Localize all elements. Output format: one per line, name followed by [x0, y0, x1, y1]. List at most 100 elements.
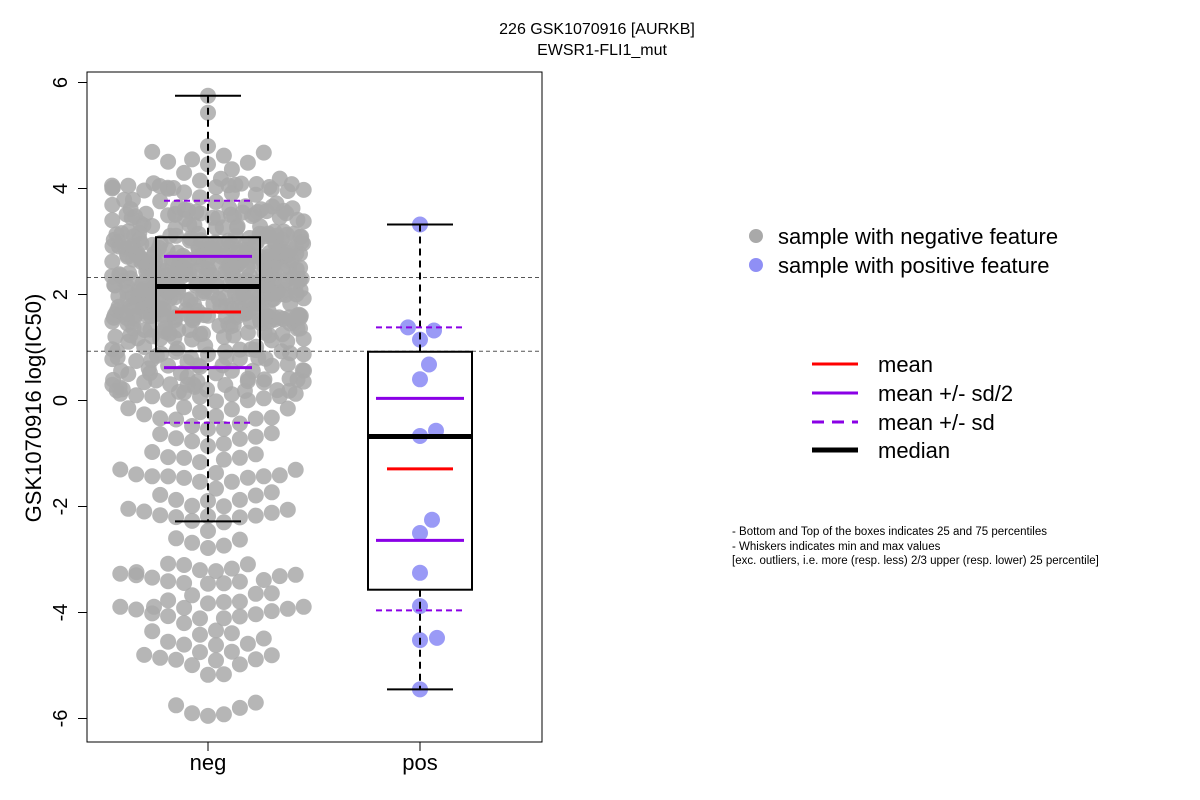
neg-point — [223, 643, 240, 660]
neg-point — [256, 371, 273, 388]
neg-point — [247, 428, 264, 445]
neg-point — [255, 572, 272, 588]
neg-point — [182, 291, 199, 308]
neg-point — [208, 465, 224, 481]
neg-point — [200, 156, 216, 173]
neg-point — [231, 509, 248, 526]
neg-point — [295, 181, 312, 198]
neg-point — [231, 491, 248, 508]
neg-point — [104, 341, 121, 358]
neg-point — [152, 193, 169, 210]
pos-point — [412, 564, 428, 581]
neg-point — [136, 406, 153, 423]
neg-point — [168, 651, 185, 668]
neg-point — [184, 433, 201, 450]
neg-point — [284, 200, 301, 217]
neg-point — [160, 573, 177, 590]
neg-point — [287, 461, 304, 478]
neg-point — [239, 635, 256, 652]
neg-point — [263, 484, 280, 501]
neg-point — [176, 636, 193, 653]
pos-point — [412, 525, 428, 541]
legend-point-marker — [749, 229, 763, 243]
neg-point — [192, 644, 208, 661]
neg-point — [160, 357, 177, 374]
neg-point — [144, 444, 161, 460]
neg-point — [231, 573, 248, 590]
neg-point — [160, 633, 177, 650]
neg-point — [269, 382, 286, 399]
boxes — [87, 94, 542, 691]
neg-point — [168, 697, 185, 714]
neg-point — [239, 154, 256, 171]
neg-point — [271, 568, 288, 585]
neg-point — [248, 338, 265, 355]
neg-point — [200, 666, 216, 683]
neg-point — [281, 370, 298, 387]
neg-point — [263, 585, 280, 602]
neg-point — [247, 507, 264, 524]
y-tick-label: 0 — [50, 395, 72, 406]
neg-point — [128, 466, 145, 483]
neg-point — [128, 601, 145, 618]
neg-point — [168, 530, 185, 547]
neg-point — [295, 346, 312, 363]
neg-point — [152, 410, 169, 427]
neg-point — [231, 449, 248, 466]
neg-point — [295, 598, 312, 615]
neg-point — [176, 399, 193, 416]
neg-point — [279, 600, 296, 617]
pos-point — [421, 356, 437, 373]
neg-point — [212, 170, 229, 187]
neg-point — [281, 382, 298, 399]
neg-point — [192, 454, 208, 471]
neg-point — [223, 560, 240, 577]
y-tick-label: -4 — [50, 604, 72, 622]
neg-point — [208, 652, 224, 669]
note-line-1: - Bottom and Top of the boxes indicates … — [732, 526, 1047, 538]
x-tick-label: neg — [190, 750, 227, 775]
neg-point — [247, 694, 264, 711]
neg-point — [237, 198, 254, 215]
neg-point — [207, 234, 224, 251]
note-line-2: - Whiskers indicates min and max values — [732, 540, 941, 553]
neg-point — [160, 468, 177, 485]
neg-point — [233, 175, 250, 192]
neg-point — [184, 497, 201, 514]
neg-point — [271, 467, 288, 484]
neg-point — [146, 598, 162, 615]
neg-point — [239, 556, 256, 573]
neg-point — [183, 349, 199, 366]
neg-point — [160, 153, 177, 170]
neg-point — [176, 449, 193, 466]
neg-point — [176, 599, 193, 616]
neg-point — [231, 699, 248, 716]
neg-point — [176, 557, 193, 573]
neg-point — [184, 587, 201, 604]
neg-point — [200, 575, 216, 592]
neg-point — [239, 469, 256, 486]
neg-point — [255, 144, 272, 161]
neg-point — [112, 461, 129, 478]
neg-point — [221, 200, 238, 216]
neg-point — [200, 707, 216, 724]
plot-frame — [86, 71, 543, 743]
neg-point — [152, 649, 169, 666]
neg-point — [184, 705, 201, 722]
legend-point-marker — [749, 258, 763, 272]
neg-point — [128, 564, 145, 581]
pos-point — [424, 511, 440, 528]
neg-point — [247, 487, 264, 504]
neg-point — [120, 177, 137, 194]
neg-point — [144, 623, 161, 640]
legend-point-label: sample with positive feature — [778, 253, 1049, 278]
neg-point — [170, 199, 187, 215]
neg-point — [231, 656, 248, 673]
box-neg — [155, 236, 261, 353]
neg-point — [255, 468, 272, 485]
neg-point — [167, 220, 184, 237]
neg-point — [160, 592, 177, 609]
neg-point — [144, 143, 161, 160]
neg-point — [152, 486, 169, 503]
neg-point — [112, 565, 129, 582]
